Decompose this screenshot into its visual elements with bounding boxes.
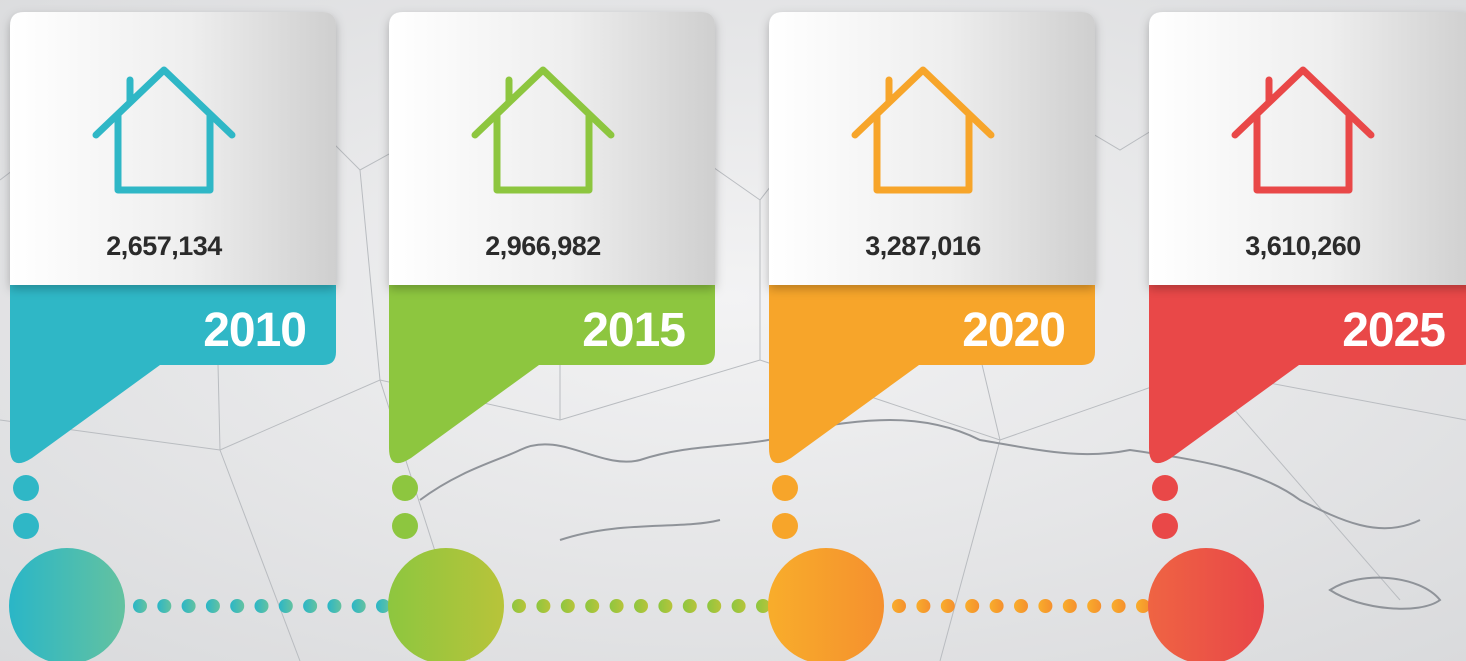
connector-dot [181,599,196,613]
timeline-dot [1152,513,1178,539]
house-icon [92,66,236,194]
connector-dot [1087,599,1102,613]
connector-dot [609,599,624,613]
timeline-node [1148,548,1264,661]
timeline-dot [13,513,39,539]
connector-dot [278,599,293,613]
connector-dot [512,599,526,613]
connector-dot [940,599,955,613]
card-panel [389,12,715,285]
connector-dot [230,599,245,613]
timeline-node [768,548,884,661]
connector-dot [731,599,746,613]
connector-dot [585,599,600,613]
population-value: 3,287,016 [865,231,981,261]
card-band [10,280,336,464]
connector-dot [707,599,722,613]
population-value: 3,610,260 [1245,231,1361,261]
year-label: 2020 [962,304,1065,357]
connector-dot [1038,599,1053,613]
population-value: 2,657,134 [106,231,222,261]
year-label: 2015 [582,304,685,357]
cards: 2,657,13420102,966,98220153,287,01620203… [9,12,1466,661]
connector-dot [536,599,551,613]
timeline-dot [1152,475,1178,501]
card: 2,657,134 2010 [9,12,336,661]
connector-dot [989,599,1004,613]
connector-dot [157,599,172,613]
timeline-dot [772,513,798,539]
card: 3,287,016 2020 [768,12,1095,661]
connector-dot [916,599,931,613]
connector-dot [965,599,980,613]
card-band [1149,280,1466,464]
timeline-node [388,548,504,661]
card-panel [769,12,1095,285]
connector-dot [205,599,220,613]
timeline-dot [772,475,798,501]
connector-dot [1136,599,1150,613]
connector-dot [634,599,648,613]
connector-dot [351,599,366,613]
timeline-dot [392,475,418,501]
connector-dot [327,599,342,613]
timeline-node [9,548,125,661]
year-label: 2010 [203,304,306,357]
connector-dot [892,599,906,613]
population-value: 2,966,982 [485,231,601,261]
connector-dot [133,599,147,613]
card: 3,610,260 2025 [1148,12,1466,661]
card-band [769,280,1095,464]
connector-dot [376,599,390,613]
house-icon [851,66,995,194]
connector-dot [1014,599,1028,613]
connector-dot [682,599,697,613]
map-outline [419,419,1442,610]
connector-dot [303,599,318,613]
card-band [389,280,715,464]
house-icon [471,66,615,194]
card-panel [10,12,336,285]
house-icon [1231,66,1375,194]
connector-dot [658,599,673,613]
timeline-dot [13,475,39,501]
connector-dot [560,599,575,613]
connector-dot [1062,599,1077,613]
card: 2,966,982 2015 [388,12,715,661]
connector-dot [756,599,770,613]
year-label: 2025 [1342,304,1445,357]
timeline-dot [392,513,418,539]
connector-dot [254,599,269,613]
card-panel [1149,12,1466,285]
connector-dot [1111,599,1126,613]
